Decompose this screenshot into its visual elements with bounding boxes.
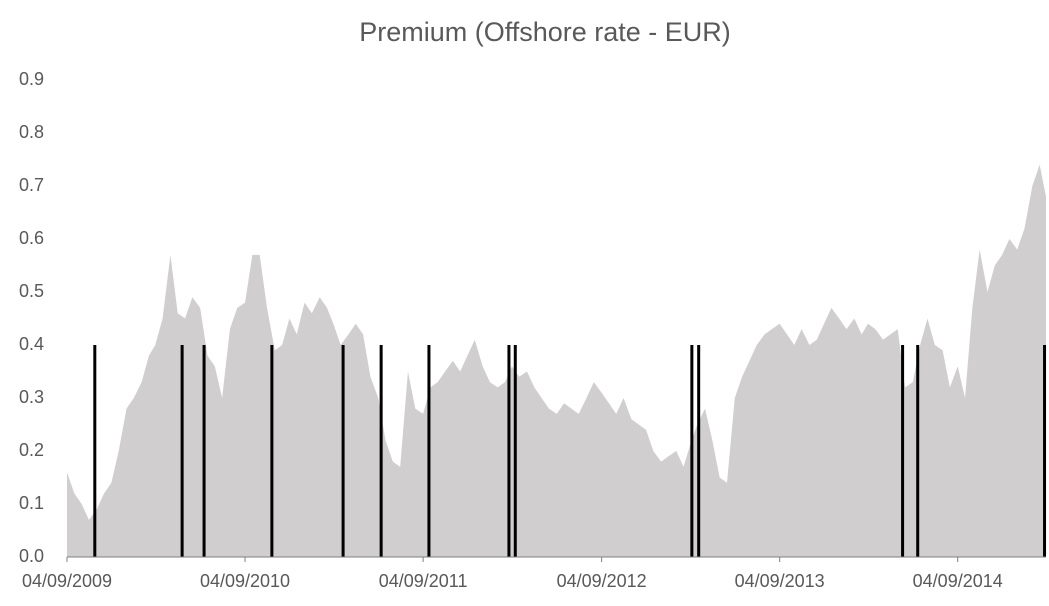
bar bbox=[180, 345, 184, 557]
x-tick-label: 04/09/2014 bbox=[913, 571, 1003, 591]
y-tick-label: 0.0 bbox=[19, 546, 44, 566]
bar bbox=[93, 345, 97, 557]
y-tick-label: 0.7 bbox=[19, 175, 44, 195]
y-tick-label: 0.3 bbox=[19, 387, 44, 407]
bar bbox=[916, 345, 920, 557]
bar bbox=[427, 345, 431, 557]
x-tick-label: 04/09/2009 bbox=[22, 571, 112, 591]
x-tick-label: 04/09/2013 bbox=[735, 571, 825, 591]
y-tick-label: 0.1 bbox=[19, 493, 44, 513]
x-tick-label: 04/09/2010 bbox=[200, 571, 290, 591]
bar bbox=[690, 345, 694, 557]
y-tick-label: 0.9 bbox=[19, 69, 44, 89]
y-tick-label: 0.4 bbox=[19, 334, 44, 354]
y-tick-label: 0.2 bbox=[19, 440, 44, 460]
bar bbox=[901, 345, 905, 557]
bar bbox=[341, 345, 345, 557]
bar bbox=[1043, 345, 1047, 557]
bar bbox=[697, 345, 701, 557]
bar bbox=[379, 345, 383, 557]
bar bbox=[507, 345, 511, 557]
x-tick-label: 04/09/2011 bbox=[379, 571, 468, 591]
chart-title: Premium (Offshore rate - EUR) bbox=[359, 17, 731, 47]
area bbox=[67, 164, 1046, 558]
bar bbox=[202, 345, 206, 557]
x-tick-label: 04/09/2012 bbox=[557, 571, 647, 591]
bar bbox=[513, 345, 517, 557]
y-tick-label: 0.5 bbox=[19, 281, 44, 301]
bar bbox=[270, 345, 274, 557]
y-tick-label: 0.6 bbox=[19, 228, 44, 248]
y-tick-label: 0.8 bbox=[19, 122, 44, 142]
